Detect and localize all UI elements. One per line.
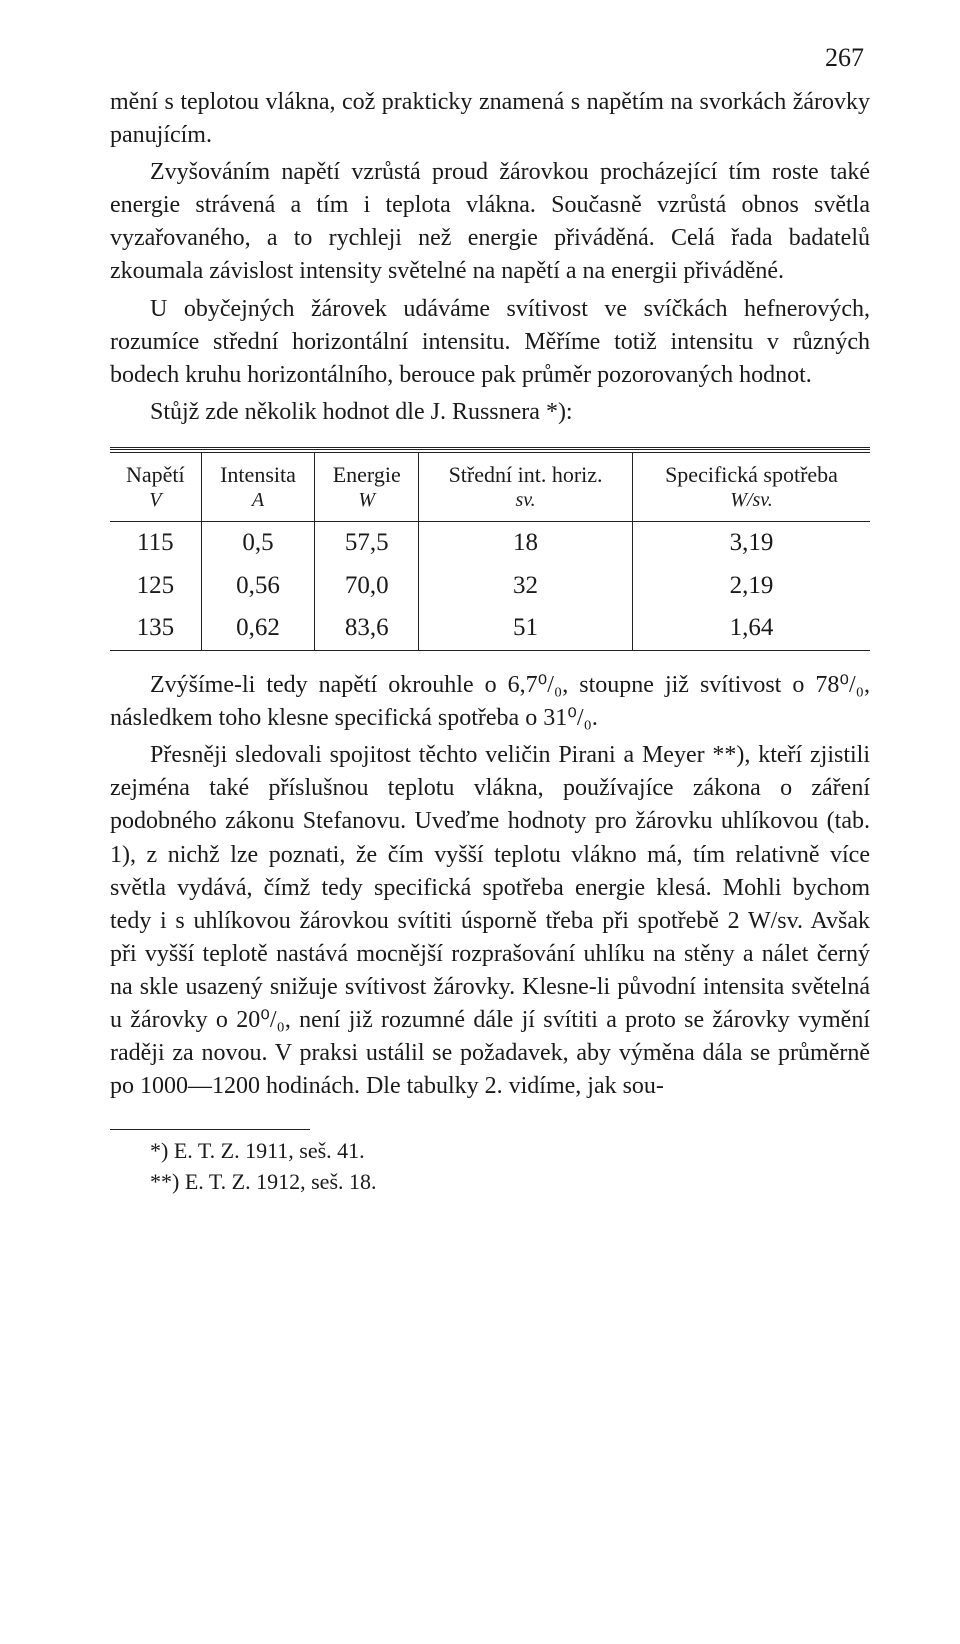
cell: 51 — [419, 607, 633, 650]
paragraph-5: Zvýšíme-li tedy napětí okrouhle o 6,7⁰/₀… — [110, 669, 870, 735]
cell: 57,5 — [315, 522, 419, 565]
col-header-intensita: Intensita A — [201, 453, 315, 522]
header-sub: V — [116, 488, 195, 513]
header-top: Napětí — [126, 462, 185, 487]
footnote-rule — [110, 1129, 310, 1130]
cell: 0,56 — [201, 565, 315, 608]
footnote-2: **) E. T. Z. 1912, seš. 18. — [110, 1167, 870, 1197]
cell: 0,5 — [201, 522, 315, 565]
cell: 3,19 — [633, 522, 871, 565]
page: 267 mění s teplotou vlákna, což praktick… — [0, 0, 960, 1644]
footnotes: *) E. T. Z. 1911, seš. 41. **) E. T. Z. … — [110, 1136, 870, 1197]
paragraph-4: Stůjž zde několik hodnot dle J. Russnera… — [110, 396, 870, 429]
header-top: Střední int. horiz. — [449, 462, 603, 487]
cell: 70,0 — [315, 565, 419, 608]
cell: 18 — [419, 522, 633, 565]
data-table: Napětí V Intensita A Energie W Střední i… — [110, 447, 870, 651]
header-sub: sv. — [425, 488, 626, 513]
col-header-energie: Energie W — [315, 453, 419, 522]
table-row: 135 0,62 83,6 51 1,64 — [110, 607, 870, 650]
col-header-specificka: Specifická spotřeba W/sv. — [633, 453, 871, 522]
header-top: Specifická spotřeba — [665, 462, 838, 487]
col-header-stredni: Střední int. horiz. sv. — [419, 453, 633, 522]
cell: 32 — [419, 565, 633, 608]
header-top: Intensita — [220, 462, 296, 487]
cell: 0,62 — [201, 607, 315, 650]
paragraph-6: Přesněji sledovali spojitost těchto veli… — [110, 739, 870, 1103]
cell: 1,64 — [633, 607, 871, 650]
paragraph-1: mění s teplotou vlákna, což prakticky zn… — [110, 86, 870, 152]
header-sub: W — [321, 488, 412, 513]
cell: 115 — [110, 522, 201, 565]
paragraph-2: Zvyšováním napětí vzrůstá proud žárovkou… — [110, 156, 870, 288]
header-sub: W/sv. — [639, 488, 864, 513]
cell: 135 — [110, 607, 201, 650]
table-header-row: Napětí V Intensita A Energie W Střední i… — [110, 453, 870, 522]
header-top: Energie — [333, 462, 401, 487]
cell: 2,19 — [633, 565, 871, 608]
table-row: 125 0,56 70,0 32 2,19 — [110, 565, 870, 608]
paragraph-3: U obyčejných žárovek udáváme svítivost v… — [110, 293, 870, 392]
page-number: 267 — [110, 40, 870, 76]
table-row: 115 0,5 57,5 18 3,19 — [110, 522, 870, 565]
cell: 125 — [110, 565, 201, 608]
footnote-1: *) E. T. Z. 1911, seš. 41. — [110, 1136, 870, 1166]
col-header-napeti: Napětí V — [110, 453, 201, 522]
cell: 83,6 — [315, 607, 419, 650]
header-sub: A — [208, 488, 309, 513]
